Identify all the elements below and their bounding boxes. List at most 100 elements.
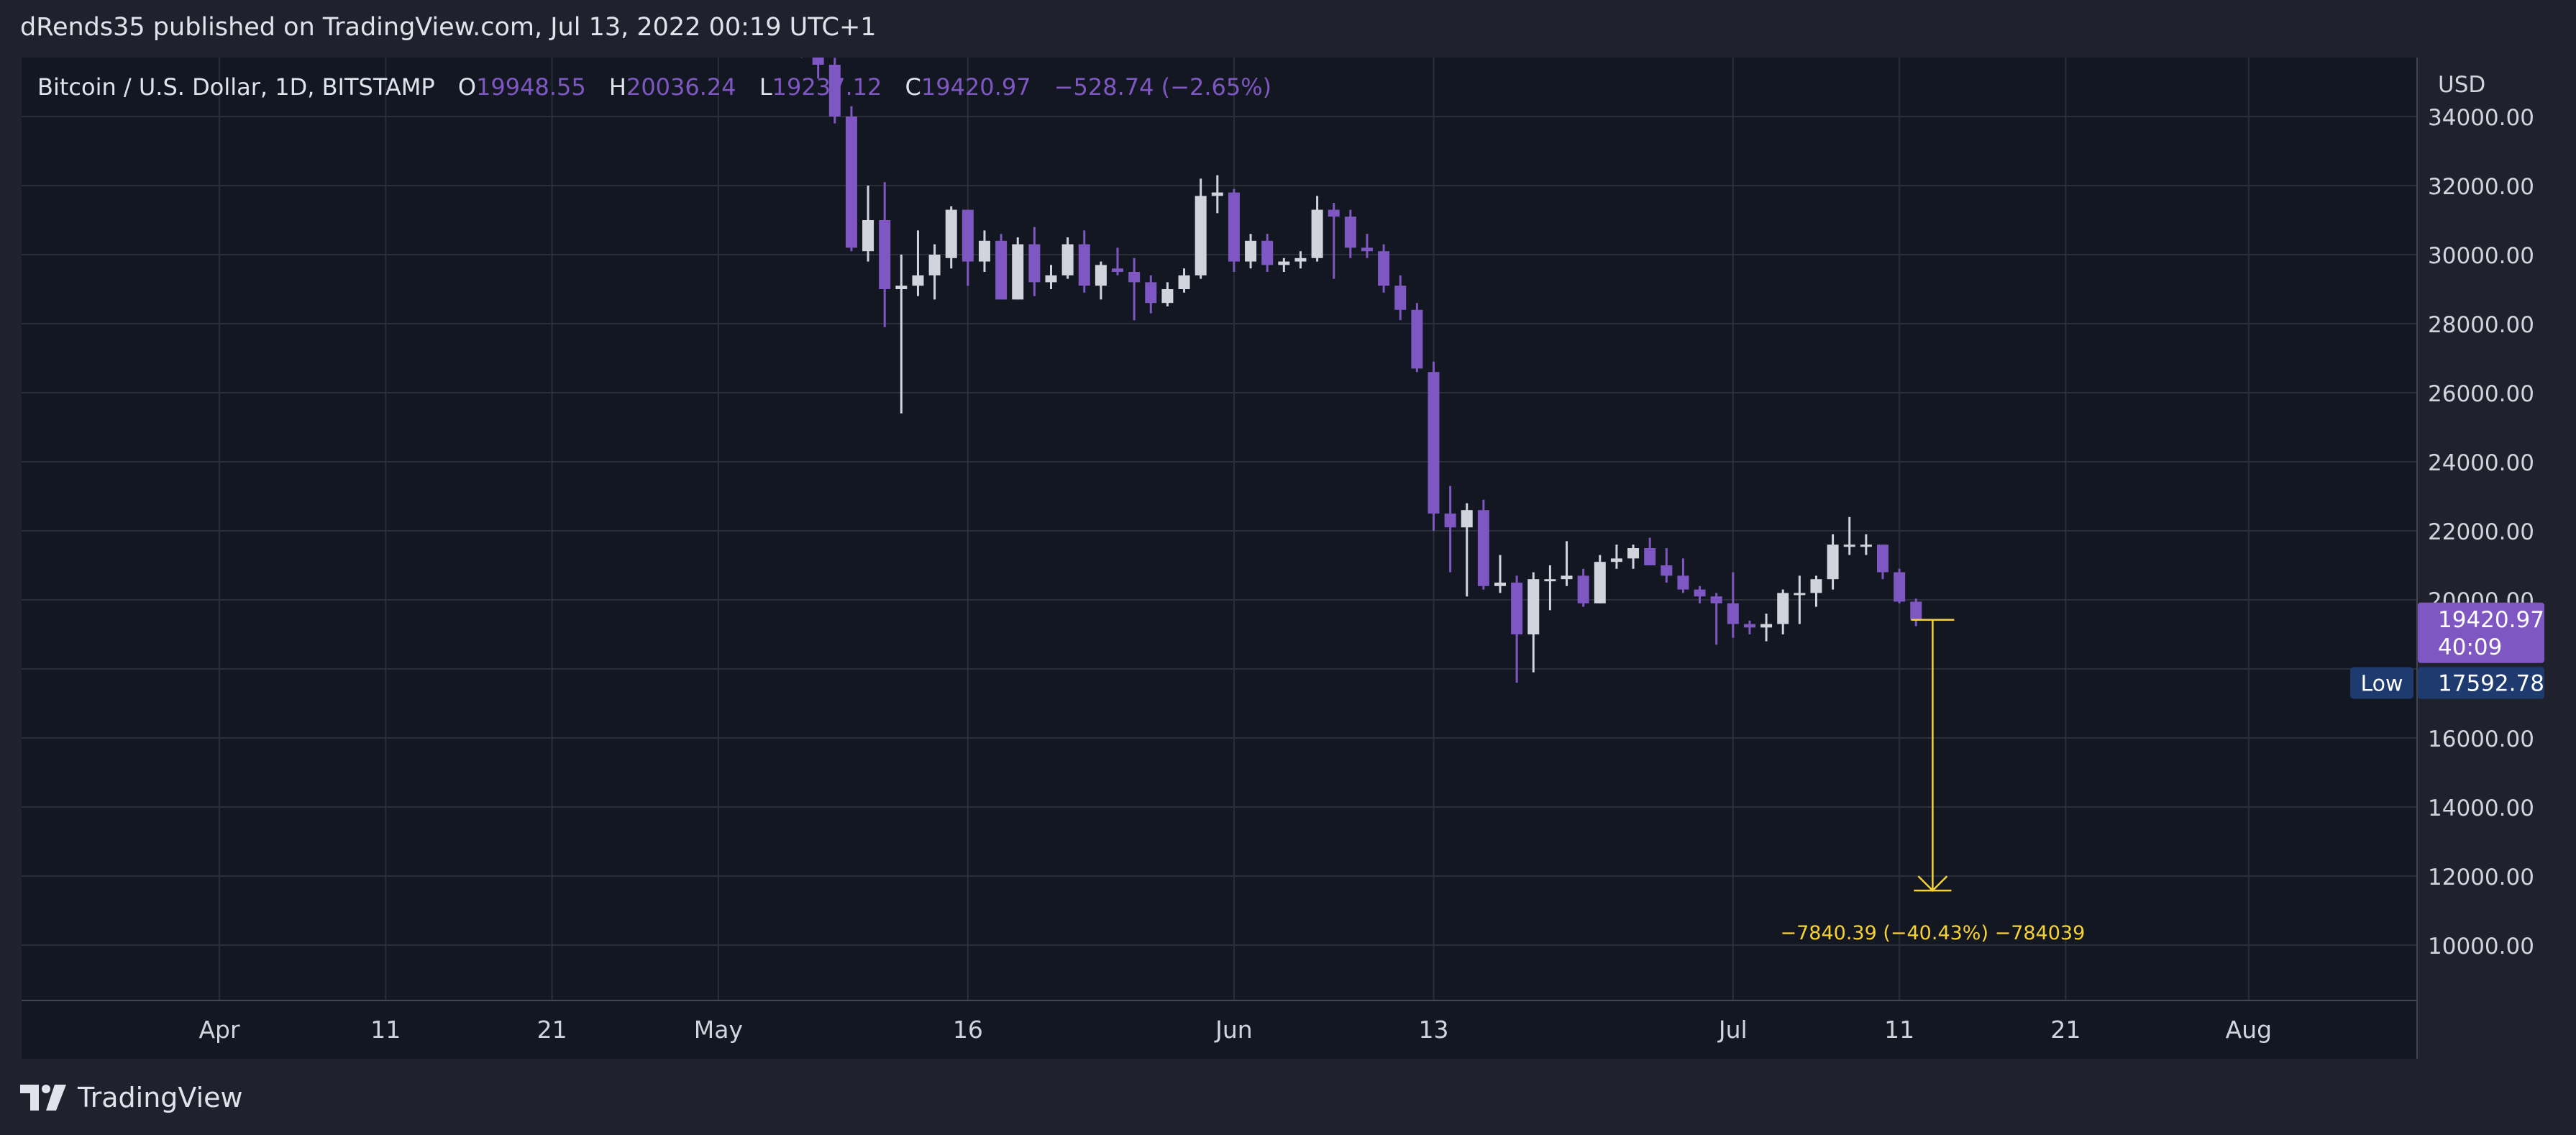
- price-tick-label: 14000.00: [2428, 796, 2534, 821]
- price-tick-label: 32000.00: [2428, 174, 2534, 200]
- candle-body: [1727, 603, 1739, 624]
- candle-body: [1710, 596, 1722, 603]
- change-value: −528.74 (−2.65%): [1054, 73, 1272, 101]
- candle-body: [895, 286, 908, 289]
- candle-body: [995, 240, 1008, 300]
- candle-body: [862, 220, 874, 252]
- low-value: 19237.12: [772, 73, 882, 101]
- candle-body: [828, 65, 841, 117]
- high-value: 20036.24: [626, 73, 736, 101]
- candle-body: [1361, 247, 1373, 252]
- measure-tool[interactable]: −7840.39 (−40.43%) −784039: [1780, 619, 2085, 944]
- time-tick-label: Jun: [1214, 1016, 1253, 1044]
- candle-body: [1843, 544, 1855, 547]
- candle-body: [812, 58, 824, 65]
- time-tick-label: 21: [537, 1016, 567, 1044]
- candle-body: [1444, 514, 1456, 528]
- candle-body: [1278, 261, 1290, 265]
- high-label: H: [608, 73, 626, 101]
- low-price-badge: [2418, 667, 2544, 699]
- time-tick-label: Aug: [2226, 1016, 2272, 1044]
- candle-body: [1544, 579, 1556, 582]
- candle-body: [1112, 268, 1124, 272]
- candle-body: [1677, 575, 1689, 590]
- candle-body: [1245, 240, 1257, 262]
- tradingview-logo[interactable]: TradingView: [20, 1076, 243, 1119]
- tradingview-logo-icon: [20, 1085, 68, 1111]
- candle-body: [1777, 593, 1789, 624]
- candle-body: [1211, 192, 1223, 196]
- time-axis[interactable]: Apr 11 21 May 16 Jun 13 Jul 11 21 Aug: [198, 1016, 2272, 1044]
- last-price-badge: [2418, 602, 2544, 663]
- countdown-label: 40:09: [2438, 634, 2502, 660]
- time-tick-label: Jul: [1717, 1016, 1748, 1044]
- candle-body: [1045, 275, 1057, 283]
- candle-body: [1527, 579, 1540, 634]
- candle-body: [1012, 244, 1024, 300]
- candles: [800, 58, 1922, 683]
- chart-background: [22, 58, 2416, 1059]
- price-tick-label: 10000.00: [2428, 934, 2534, 959]
- candle-body: [1128, 272, 1141, 283]
- candle-body: [1511, 583, 1523, 634]
- candle-body: [978, 240, 990, 262]
- candle-body: [1661, 565, 1673, 576]
- price-tick-label: 30000.00: [2428, 243, 2534, 269]
- candle-body: [1860, 544, 1872, 547]
- low-tag-label: Low: [2360, 672, 2403, 697]
- candle-body: [1311, 209, 1323, 258]
- price-tick-label: 22000.00: [2428, 519, 2534, 545]
- candle-body: [845, 117, 857, 248]
- candle-body: [1561, 575, 1573, 580]
- currency-label: USD: [2438, 72, 2485, 98]
- candle-body: [1877, 544, 1888, 573]
- close-value: 19420.97: [921, 73, 1031, 101]
- candle-body: [1461, 510, 1473, 528]
- candle-body: [1627, 548, 1640, 559]
- time-tick-label: 11: [1884, 1016, 1914, 1044]
- candle-body: [1494, 583, 1507, 586]
- candle-body: [1145, 282, 1157, 304]
- candle-body: [1760, 624, 1773, 628]
- candle-body: [1294, 257, 1307, 262]
- last-price-label: 19420.97: [2438, 607, 2544, 633]
- candle-body: [1894, 572, 1906, 602]
- candle-body: [912, 275, 924, 286]
- close-label: C: [905, 73, 921, 101]
- price-tick-label: 24000.00: [2428, 450, 2534, 476]
- candle-body: [1095, 265, 1107, 286]
- measure-arrow-icon: [1917, 875, 1948, 892]
- price-axis[interactable]: 34000.00 32000.00 30000.00 28000.00 26000.00…: [2428, 72, 2534, 959]
- candle-body: [1328, 209, 1340, 217]
- candle-body: [1794, 593, 1806, 596]
- candle-body: [962, 209, 974, 262]
- candle-body: [879, 220, 891, 289]
- candle-body: [1411, 309, 1423, 369]
- candle-body: [1743, 624, 1755, 628]
- candle-body: [1261, 240, 1274, 265]
- candle-body: [1195, 196, 1207, 275]
- candle-body: [1827, 544, 1839, 580]
- candle-body: [945, 209, 957, 258]
- candle-body: [1610, 558, 1622, 562]
- price-tick-label: 12000.00: [2428, 865, 2534, 890]
- candle-body: [1078, 244, 1090, 286]
- candle-body: [1477, 510, 1489, 586]
- price-tick-label: 34000.00: [2428, 105, 2534, 131]
- price-tick-label: 26000.00: [2428, 381, 2534, 407]
- candle-body: [1394, 286, 1407, 310]
- low-label: L: [759, 73, 772, 101]
- candle-body: [1178, 275, 1190, 289]
- candle-body: [1428, 372, 1440, 514]
- candle-body: [1694, 589, 1706, 597]
- symbol-title[interactable]: Bitcoin / U.S. Dollar, 1D, BITSTAMP: [37, 73, 435, 101]
- candle-body: [1028, 244, 1041, 283]
- candle-body: [1161, 289, 1174, 304]
- candle-body: [1910, 601, 1922, 620]
- candle-body: [1344, 216, 1356, 248]
- candle-body: [1577, 575, 1589, 603]
- price-tick-label: 16000.00: [2428, 726, 2534, 752]
- time-tick-label: 11: [370, 1016, 401, 1044]
